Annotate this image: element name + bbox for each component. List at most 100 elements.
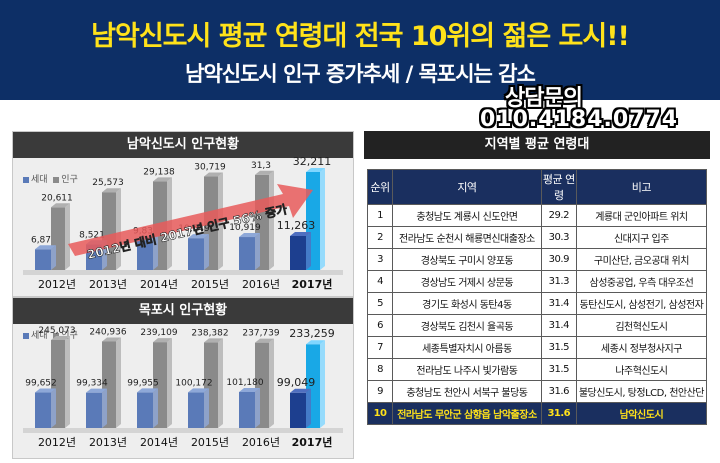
population-bar-side	[269, 170, 274, 270]
households-value-label: 10,919	[229, 223, 261, 233]
rank-cell: 9	[366, 380, 394, 403]
x-tick-label: 2012년	[38, 436, 76, 449]
namak-population-panel: 남악신도시 인구현황 세대 인구 20,611 6,87 2012년 25,573 8,…	[12, 131, 354, 297]
population-bar-top	[153, 177, 172, 182]
households-bar-top	[239, 233, 260, 238]
note-cell: 나주혁신도시	[575, 358, 708, 381]
households-bar-top	[188, 388, 209, 393]
table-row: 10 전라남도 무안군 삼향읍 남악출장소 31.6 남악신도시	[366, 402, 708, 425]
avg-age-cell: 31.5	[540, 336, 577, 359]
households-bar	[137, 240, 153, 270]
avg-age-cell: 30.3	[540, 226, 577, 249]
households-bar-top	[137, 388, 158, 393]
households-bar-top	[290, 232, 311, 236]
households-bar	[239, 237, 255, 270]
households-bar-side	[204, 388, 209, 428]
population-bar-top	[255, 170, 274, 175]
col-header-avg-age: 평균 연령	[540, 169, 577, 205]
region-cell: 세종특별자치시 아름동	[392, 336, 542, 359]
x-tick-label: 2015년	[191, 436, 229, 449]
namak-panel-title: 남악신도시 인구현황	[13, 132, 353, 158]
x-tick-label: 2016년	[242, 278, 280, 291]
avg-age-cell: 30.9	[540, 248, 577, 271]
population-bar-side	[269, 338, 274, 428]
region-cell: 경상남도 거제시 상문동	[392, 270, 542, 293]
chart-floor	[23, 428, 343, 433]
households-bar-side	[204, 234, 209, 270]
households-bar	[239, 392, 255, 428]
mokpo-panel-title: 목포시 인구현황	[13, 298, 353, 324]
population-value-label: 31,3	[251, 161, 271, 171]
age-ranking-table: 순위 지역 평균 연령 비고 1 충청남도 계룡시 신도안면 29.2 계룡대 군인아…	[366, 169, 708, 425]
legend-households-label: 세대	[31, 331, 48, 341]
rank-cell: 8	[366, 358, 394, 381]
households-bar-side	[51, 388, 56, 428]
households-bar	[188, 392, 204, 428]
households-bar	[86, 392, 102, 428]
population-bar-side	[116, 188, 121, 270]
households-value-label: 11,263	[277, 219, 316, 232]
col-header-rank: 순위	[366, 169, 394, 205]
region-cell: 경상북도 김천시 율곡동	[392, 314, 542, 337]
households-bar	[290, 236, 306, 270]
population-value-label: 238,382	[191, 328, 228, 338]
households-value-label: 99,955	[127, 378, 159, 388]
x-tick-label: 2016년	[242, 436, 280, 449]
households-bar-top	[290, 388, 311, 393]
legend-population-swatch	[53, 332, 60, 339]
table-row: 8 전라남도 나주시 빛가람동 31.5 나주혁신도시	[366, 358, 708, 381]
households-bar-side	[306, 388, 311, 428]
avg-age-cell: 31.6	[540, 402, 577, 425]
contact-phone[interactable]: 010.4184.0774	[480, 107, 679, 132]
header-banner	[0, 0, 720, 100]
population-bar-side	[116, 337, 121, 428]
households-bar	[137, 392, 153, 428]
rank-cell: 4	[366, 270, 394, 293]
households-bar-top	[35, 245, 56, 250]
growth-arrow	[68, 184, 313, 256]
x-tick-label: 2012년	[38, 278, 76, 291]
households-value-label: 99,334	[76, 379, 108, 389]
households-value-label: 101,180	[226, 378, 263, 388]
note-cell: 신대지구 입주	[575, 226, 708, 249]
households-value-label: 8,521	[79, 230, 105, 240]
households-value-label: 6,87	[31, 235, 51, 245]
rank-cell: 7	[366, 336, 394, 359]
legend-population-swatch	[53, 176, 60, 183]
avg-age-cell: 31.4	[540, 292, 577, 315]
population-value-label: 245,073	[38, 326, 75, 336]
households-bar-top	[35, 388, 56, 393]
col-header-region: 지역	[392, 169, 542, 205]
households-bar-side	[255, 388, 260, 428]
population-bar-side	[218, 338, 223, 428]
households-bar	[290, 392, 306, 428]
x-tick-label: 2013년	[89, 436, 127, 449]
population-value-label: 239,109	[140, 328, 177, 338]
population-bar-top	[102, 337, 121, 342]
note-cell: 계룡대 군인아파트 위치	[575, 204, 708, 227]
households-value-label: 99,652	[25, 379, 57, 389]
rank-cell: 5	[366, 292, 394, 315]
region-cell: 충청남도 천안시 서북구 불당동	[392, 380, 542, 403]
x-tick-label: 2014년	[140, 278, 178, 291]
avg-age-cell: 31.3	[540, 270, 577, 293]
table-row: 2 전라남도 순천시 해룡면신대출장소 30.3 신대지구 입주	[366, 226, 708, 249]
population-value-label: 20,611	[41, 193, 73, 203]
population-bar-side	[65, 336, 70, 428]
namak-legend: 세대 인구	[23, 172, 78, 185]
note-cell: 불당신도시, 탕정LCD, 천안산단	[575, 380, 708, 403]
table-row: 6 경상북도 김천시 율곡동 31.4 김천혁신도시	[366, 314, 708, 337]
population-value-label: 25,573	[92, 178, 124, 188]
table-row: 7 세종특별자치시 아름동 31.5 세종시 정부청사지구	[366, 336, 708, 359]
population-bar-top	[204, 338, 223, 343]
x-tick-label: 2017년	[292, 435, 333, 449]
legend-households-swatch	[23, 176, 29, 183]
x-tick-label: 2013년	[89, 278, 127, 291]
households-bar-side	[153, 388, 158, 428]
population-bar-top	[51, 336, 70, 340]
households-bar-side	[102, 388, 107, 428]
note-cell: 김천혁신도시	[575, 314, 708, 337]
table-header-row: 순위 지역 평균 연령 비고	[366, 169, 708, 205]
region-cell: 충청남도 계룡시 신도안면	[392, 204, 542, 227]
namak-population-chart: 20,6116,872012년25,5738,5212013년29,1389,8…	[23, 155, 343, 291]
